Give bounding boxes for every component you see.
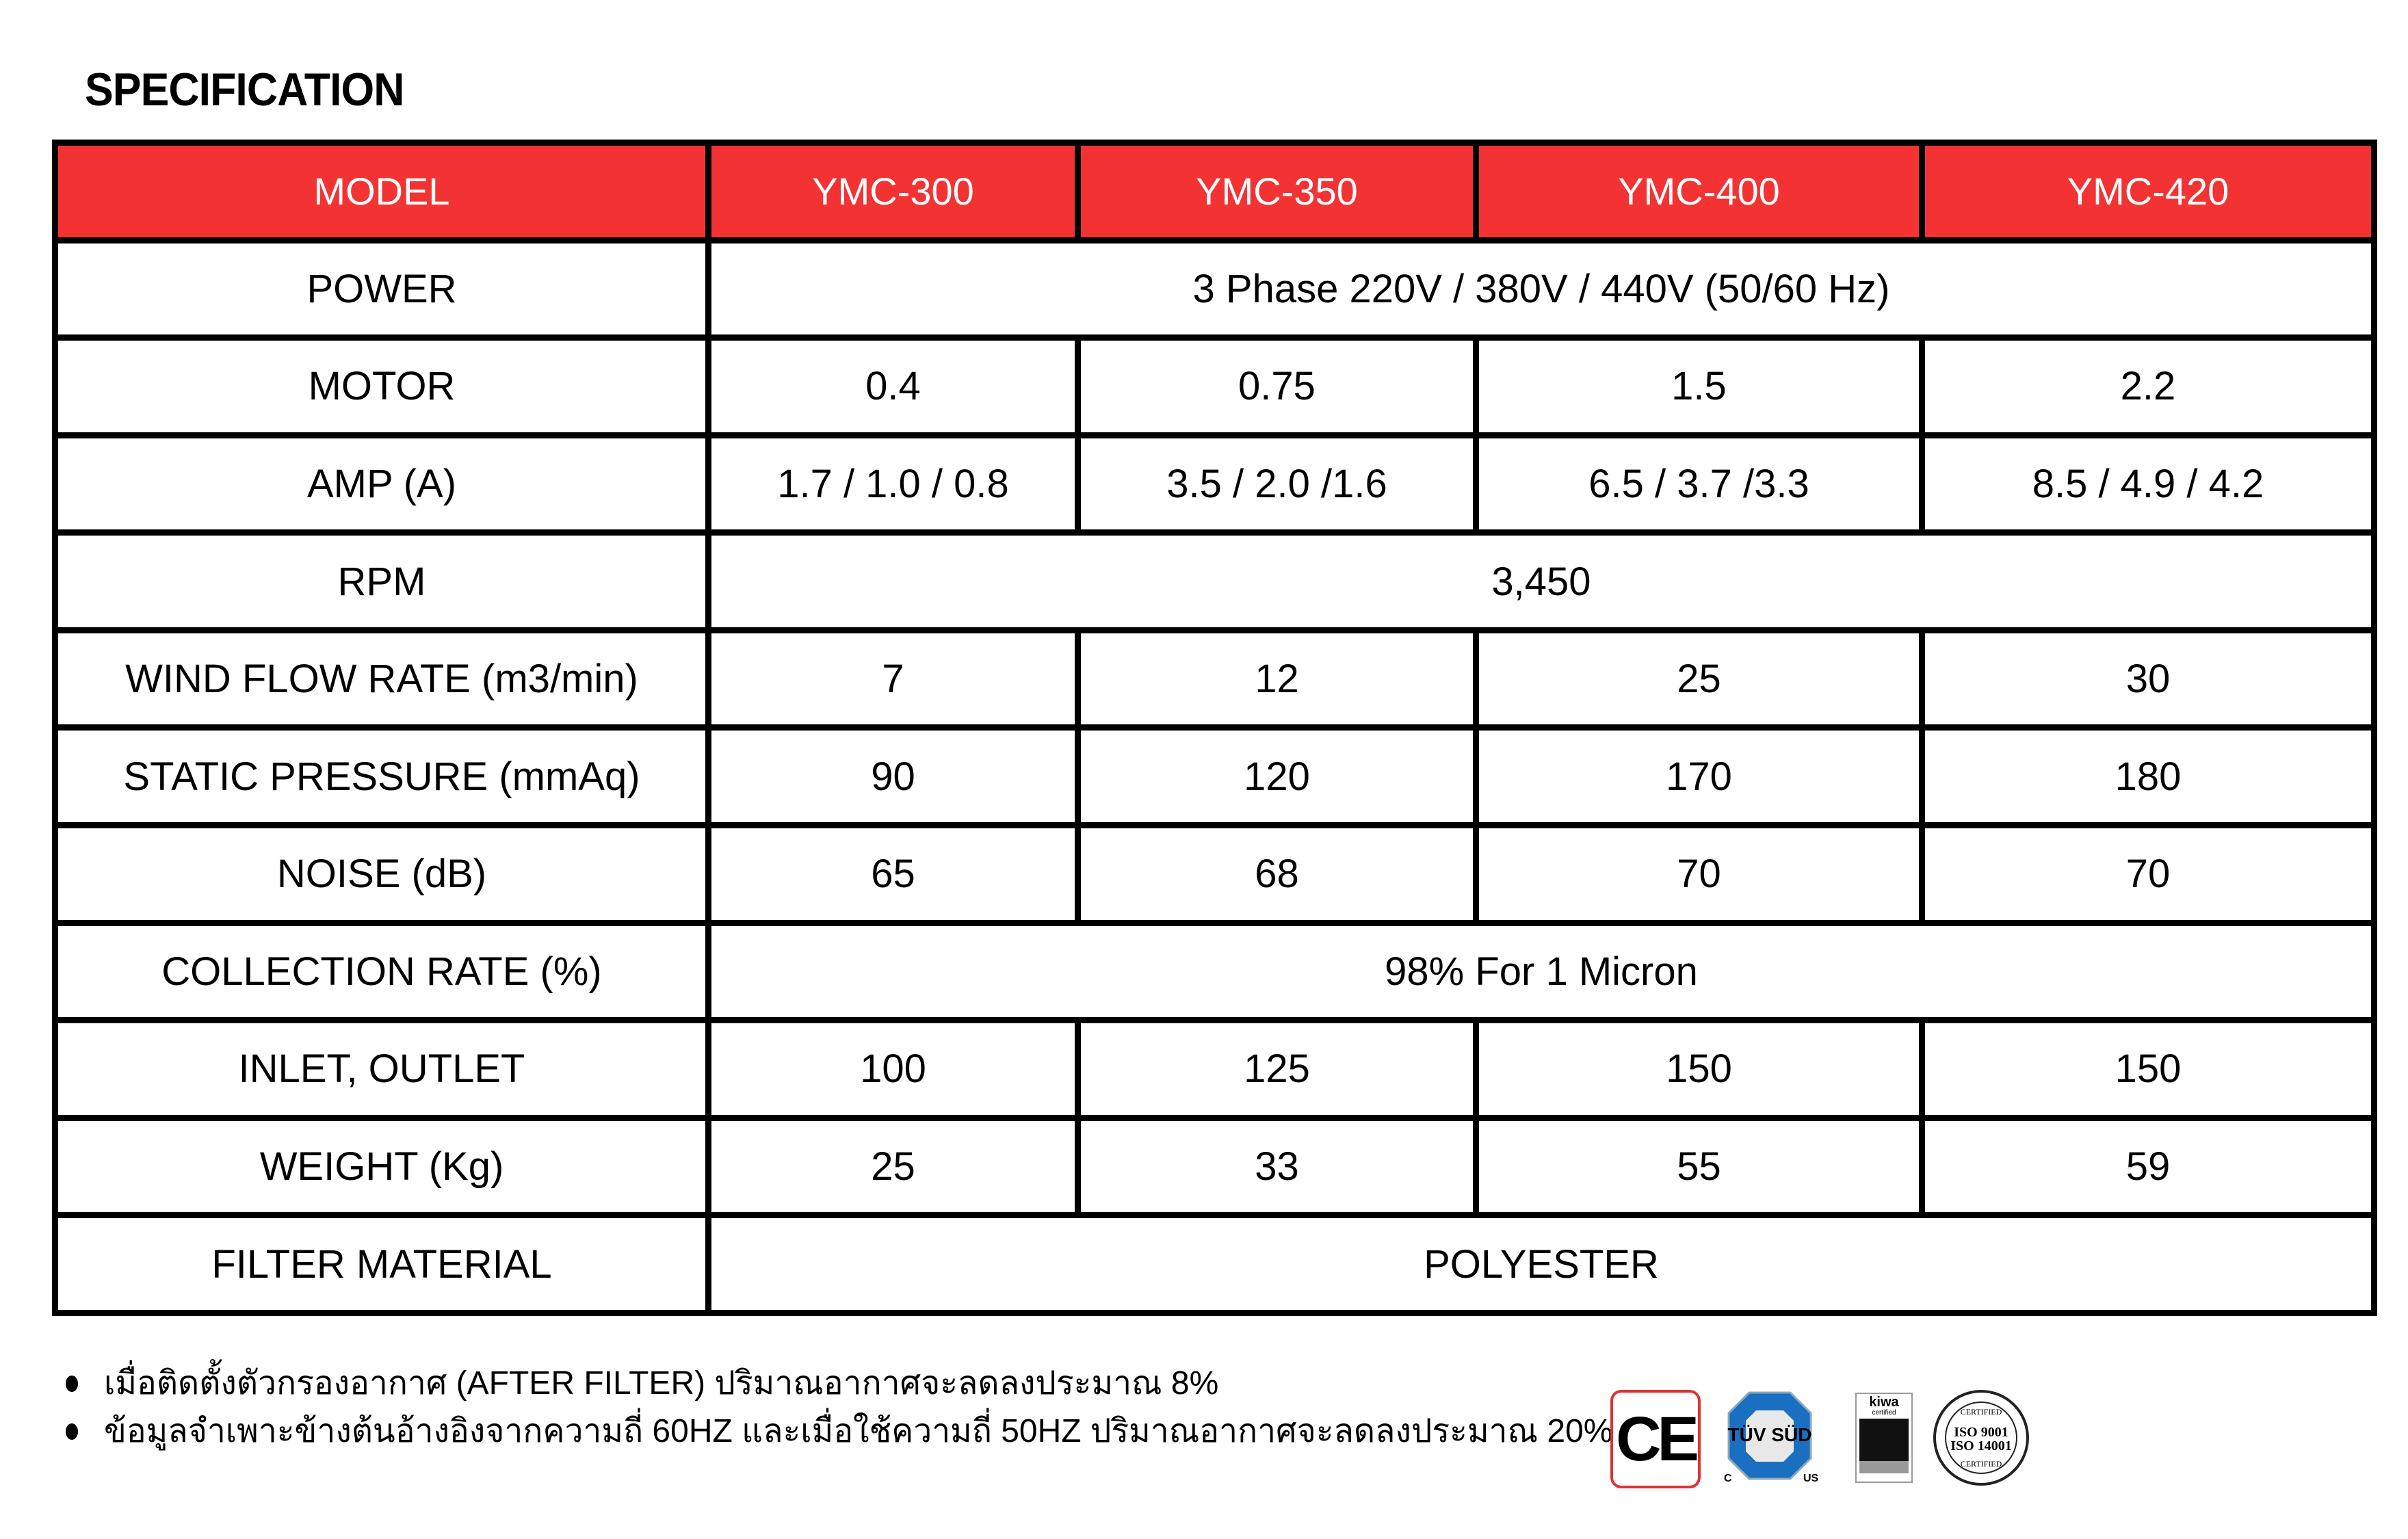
bullet-icon [66,1376,78,1392]
value-cell: 125 [1075,1017,1479,1121]
value-cell: 90 [705,724,1081,829]
value-cell: 70 [1919,822,2377,926]
row-label: WEIGHT (Kg) [52,1114,711,1219]
row-label: INLET, OUTLET [52,1017,711,1121]
value-cell: 12 [1075,627,1479,731]
header-row: MODEL YMC-300 YMC-350 YMC-400 YMC-420 [52,140,2377,244]
table-row: WEIGHT (Kg) 25 33 55 59 [52,1114,2377,1219]
notes: เมื่อติดตั้งตัวกรองอากาศ (AFTER FILTER) … [66,1360,1612,1456]
table-row: COLLECTION RATE (%) 98% For 1 Micron [52,919,2377,1024]
tuv-sud-logo: TÜV SÜD C US [1724,1391,1819,1483]
value-cell: 30 [1919,627,2377,731]
kiwa-logo: kiwa certified [1855,1393,1913,1483]
value-cell: 68 [1075,822,1479,926]
iso-top: CERTIFIED [1961,1407,2002,1417]
row-label: RPM [52,529,711,633]
value-cell: 120 [1075,724,1479,829]
table-row: INLET, OUTLET 100 125 150 150 [52,1017,2377,1121]
value-cell: 150 [1919,1017,2377,1121]
table-row: NOISE (dB) 65 68 70 70 [52,822,2377,926]
spanned-value: 3 Phase 220V / 380V / 440V (50/60 Hz) [705,237,2377,341]
value-cell: 180 [1919,724,2377,829]
specification-table: MODEL YMC-300 YMC-350 YMC-400 YMC-420 POWER 3 … [52,140,2377,1316]
model-header: YMC-400 [1473,140,1925,244]
value-cell: 100 [705,1017,1081,1121]
page-title: SPECIFICATION [85,64,404,116]
table-row: AMP (A) 1.7 / 1.0 / 0.8 3.5 / 2.0 /1.6 6.5 … [52,432,2377,536]
note-item: ข้อมูลจำเพาะข้างต้นอ้างอิงจากความถี่ 60H… [66,1408,1612,1456]
value-cell: 55 [1473,1114,1925,1219]
row-label: AMP (A) [52,432,711,536]
value-cell: 59 [1919,1114,2377,1219]
model-label-header: MODEL [52,140,711,244]
value-cell: 70 [1473,822,1925,926]
row-label: POWER [52,237,711,341]
table-row: WIND FLOW RATE (m3/min) 7 12 25 30 [52,627,2377,731]
tuv-text: TÜV SÜD [1728,1424,1812,1445]
value-cell: 65 [705,822,1081,926]
table-row: FILTER MATERIAL POLYESTER [52,1212,2377,1316]
ce-logo: CE [1610,1390,1701,1488]
iso-certified-logo: CERTIFIED ISO 9001 ISO 14001 CERTIFIED [1933,1390,2029,1486]
table-row: POWER 3 Phase 220V / 380V / 440V (50/60 H… [52,237,2377,341]
value-cell: 33 [1075,1114,1479,1219]
note-text: ข้อมูลจำเพาะข้างต้นอ้างอิงจากความถี่ 60H… [104,1413,1613,1449]
tuv-us: US [1803,1473,1819,1483]
spanned-value: 98% For 1 Micron [705,919,2377,1024]
note-text: เมื่อติดตั้งตัวกรองอากาศ (AFTER FILTER) … [104,1365,1219,1402]
spanned-value: POLYESTER [705,1212,2377,1316]
iso-9001: ISO 9001 [1954,1425,2008,1440]
row-label: COLLECTION RATE (%) [52,919,711,1024]
model-header: YMC-300 [705,140,1081,244]
row-label: FILTER MATERIAL [52,1212,711,1316]
iso-bottom: CERTIFIED [1961,1459,2002,1469]
table-row: STATIC PRESSURE (mmAq) 90 120 170 180 [52,724,2377,829]
bullet-icon [66,1423,78,1440]
value-cell: 8.5 / 4.9 / 4.2 [1919,432,2377,536]
model-header: YMC-350 [1075,140,1479,244]
table-row: MOTOR 0.4 0.75 1.5 2.2 [52,334,2377,438]
ce-text: CE [1616,1404,1699,1474]
value-cell: 6.5 / 3.7 /3.3 [1473,432,1925,536]
model-header: YMC-420 [1919,140,2377,244]
value-cell: 170 [1473,724,1925,829]
kiwa-text: kiwa [1869,1395,1899,1410]
value-cell: 2.2 [1919,334,2377,438]
row-label: WIND FLOW RATE (m3/min) [52,627,711,731]
value-cell: 7 [705,627,1081,731]
value-cell: 25 [1473,627,1925,731]
value-cell: 25 [705,1114,1081,1219]
note-item: เมื่อติดตั้งตัวกรองอากาศ (AFTER FILTER) … [66,1360,1612,1408]
value-cell: 1.7 / 1.0 / 0.8 [705,432,1081,536]
value-cell: 0.75 [1075,334,1479,438]
value-cell: 1.5 [1473,334,1925,438]
value-cell: 0.4 [705,334,1081,438]
iso-14001: ISO 14001 [1950,1438,2011,1454]
value-cell: 3.5 / 2.0 /1.6 [1075,432,1479,536]
row-label: STATIC PRESSURE (mmAq) [52,724,711,829]
row-label: NOISE (dB) [52,822,711,926]
value-cell: 150 [1473,1017,1925,1121]
row-label: MOTOR [52,334,711,438]
spanned-value: 3,450 [705,529,2377,633]
kiwa-sub: certified [1872,1409,1896,1417]
table-row: RPM 3,450 [52,529,2377,633]
tuv-c: C [1724,1473,1732,1483]
